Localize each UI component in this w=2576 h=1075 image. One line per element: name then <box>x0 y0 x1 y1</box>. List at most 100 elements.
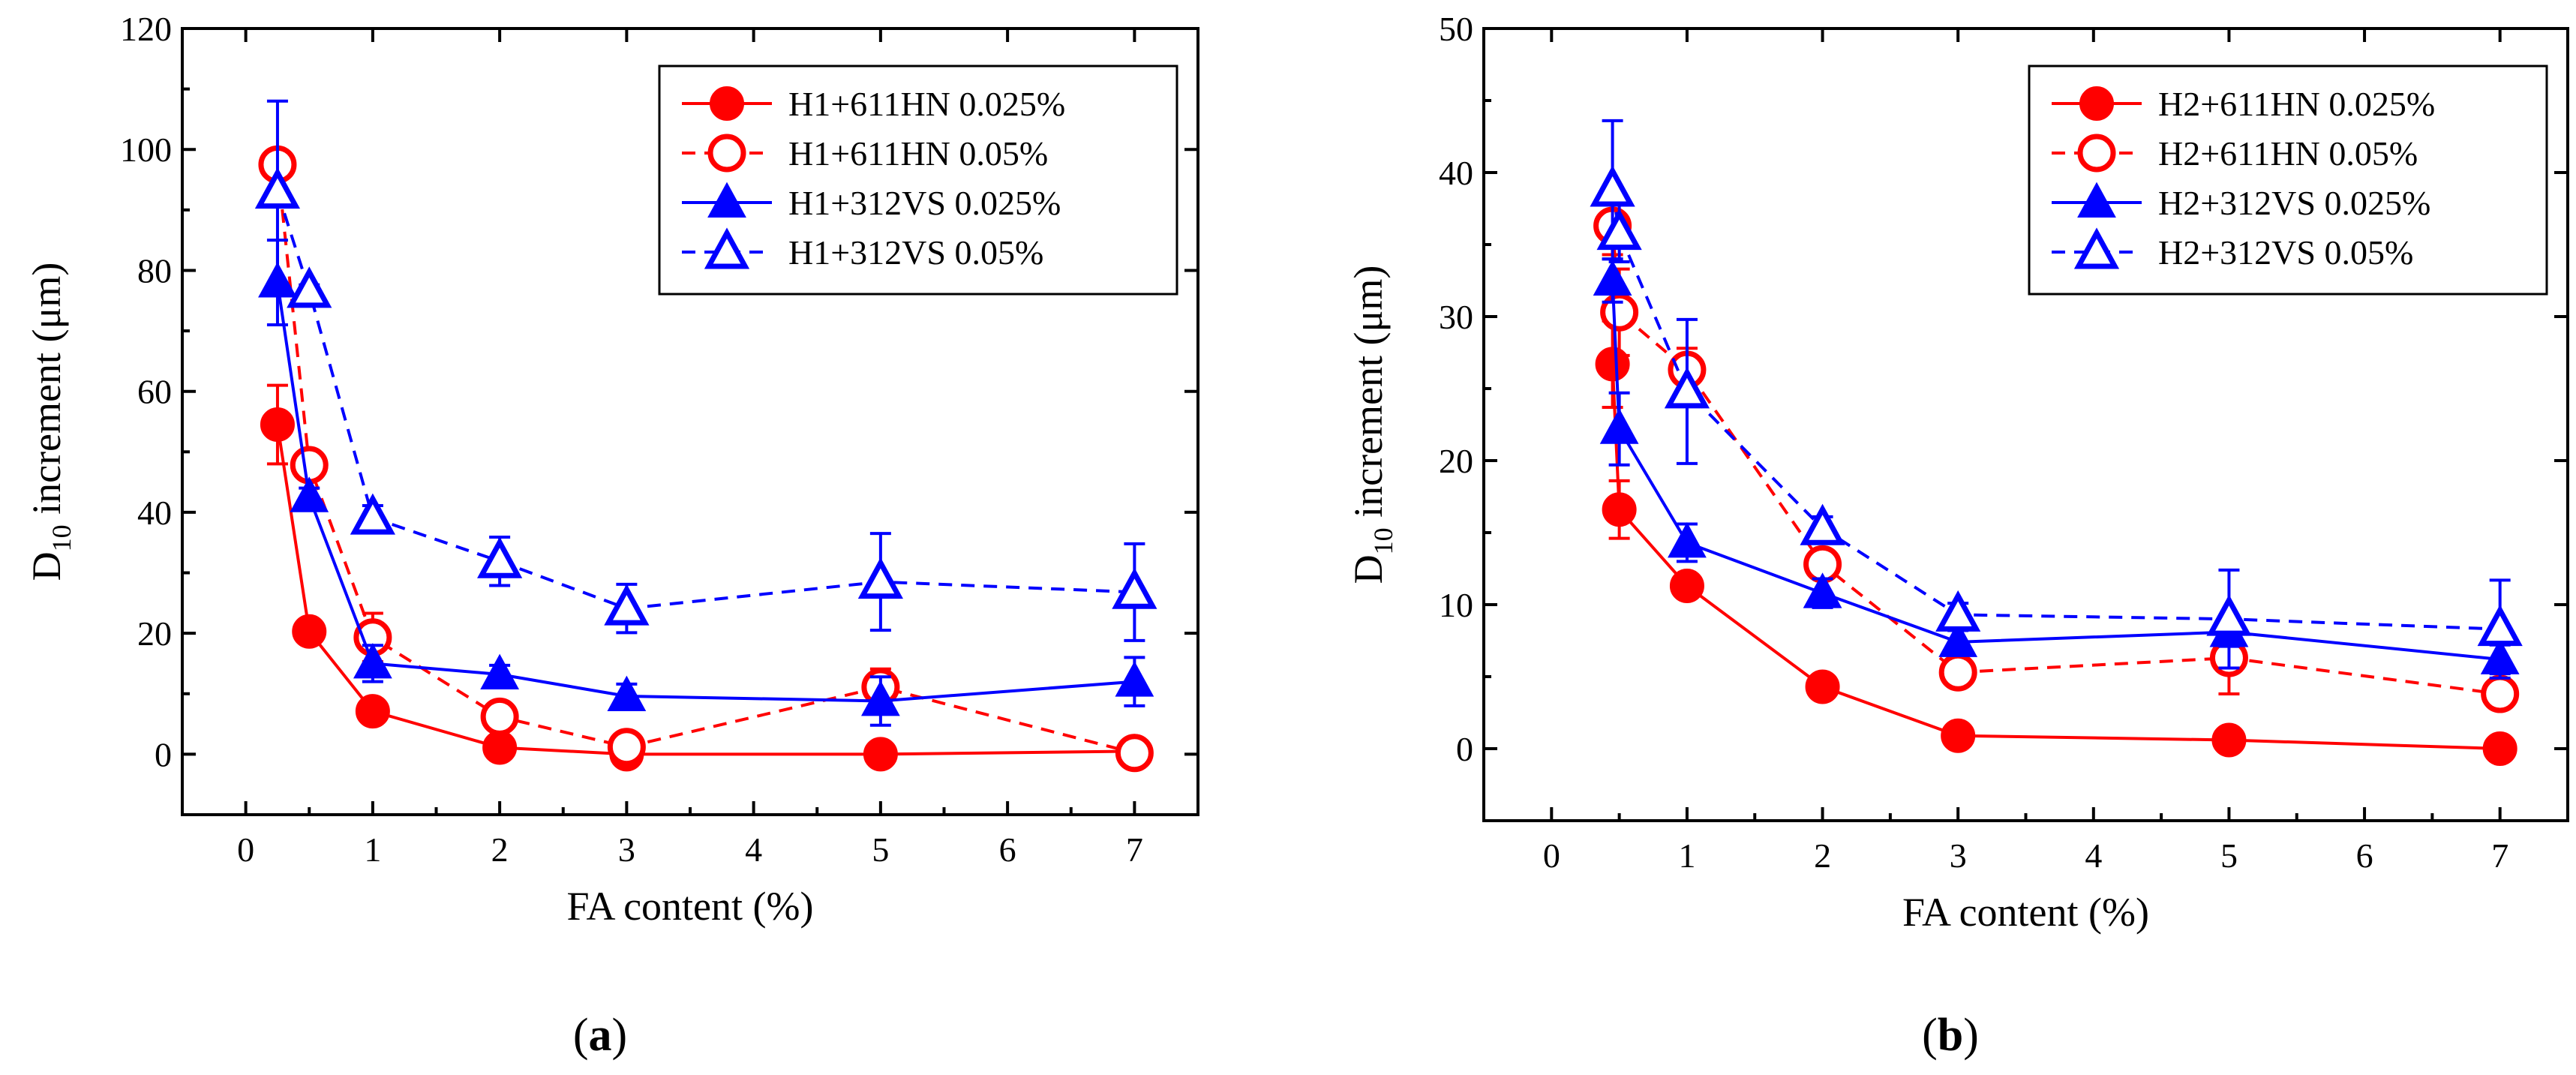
data-point <box>1115 661 1154 697</box>
y-tick-label: 120 <box>120 10 172 48</box>
data-point <box>353 643 392 679</box>
series-line <box>1611 364 2500 750</box>
x-tick-label: 1 <box>364 830 381 869</box>
data-point <box>480 653 520 689</box>
legend-box <box>2028 65 2548 296</box>
legend: H2+611HN 0.025% H2+611HN 0.05% H2+312VS 0.… <box>2028 65 2548 296</box>
data-point <box>287 266 332 308</box>
y-tick-label: 80 <box>137 251 172 290</box>
x-tick-label: 2 <box>491 830 509 869</box>
x-tick-label: 4 <box>2085 836 2102 875</box>
legend-label: H2+611HN 0.05% <box>2158 134 2418 173</box>
y-axis-title: D10 increment (μm) <box>24 263 77 581</box>
data-point <box>863 737 898 772</box>
legend-label: H1+312VS 0.05% <box>788 233 1043 272</box>
data-point <box>2481 674 2520 713</box>
x-tick-label: 0 <box>1543 836 1560 875</box>
data-point <box>1595 347 1630 382</box>
data-point <box>1805 669 1840 704</box>
legend-label: H1+611HN 0.05% <box>788 134 1048 173</box>
x-axis-title: FA content (%) <box>567 884 814 929</box>
data-point <box>290 476 329 512</box>
y-tick-label: 100 <box>120 131 172 169</box>
data-point <box>1112 567 1157 609</box>
data-point <box>1593 260 1632 296</box>
legend-label: H1+611HN 0.025% <box>788 85 1065 123</box>
legend-marker <box>2073 227 2120 269</box>
series-line <box>275 282 1135 703</box>
data-point <box>1596 209 1642 251</box>
chart-panel-b: 0 1 2 3 4 5 6 7 0 10 20 30 40 50 FA content (%) D10 inc… <box>1346 10 2569 1061</box>
data-point <box>1935 590 1981 632</box>
x-tick-label: 1 <box>1678 836 1695 875</box>
legend-marker <box>707 134 746 173</box>
x-tick-label: 4 <box>745 830 762 869</box>
data-point <box>1664 367 1710 409</box>
legend-marker <box>2077 182 2116 218</box>
data-point <box>1590 165 1635 207</box>
data-point <box>477 536 523 578</box>
data-point <box>1941 718 1976 753</box>
x-tick-label: 0 <box>237 830 254 869</box>
data-point <box>260 407 295 443</box>
legend: H1+611HN 0.025% H1+611HN 0.05% H1+312VS 0.… <box>658 65 1178 296</box>
x-tick-label: 6 <box>999 830 1016 869</box>
series-h2-312vs-0-025- <box>1593 257 2520 676</box>
data-point <box>1669 569 1704 604</box>
data-point <box>1600 293 1639 332</box>
data-point <box>1602 492 1637 527</box>
data-point <box>1668 522 1707 558</box>
x-tick-label: 7 <box>1126 830 1143 869</box>
chart-panel-a: 0 1 2 3 4 5 6 7 0 20 40 60 80 100 120 FA content (%) D10… <box>24 10 1199 1061</box>
series-h1-312vs-0-025- <box>258 239 1154 727</box>
data-point <box>857 557 903 599</box>
legend-marker <box>707 182 746 218</box>
data-point <box>254 167 301 209</box>
data-point <box>2477 605 2523 647</box>
data-point <box>482 730 518 765</box>
y-tick-label: 0 <box>155 735 172 773</box>
data-point <box>2482 731 2517 766</box>
y-tick-label: 60 <box>137 373 172 411</box>
data-point <box>292 614 327 649</box>
data-point <box>355 694 390 729</box>
data-point <box>604 584 650 626</box>
x-tick-label: 7 <box>2491 836 2508 875</box>
data-point <box>1599 408 1639 444</box>
panel-label: (b) <box>1922 1010 1979 1061</box>
y-axis-title: D10 increment (μm) <box>1346 266 1398 584</box>
series-h1-312vs-0-05- <box>254 99 1157 642</box>
data-point <box>2211 722 2247 758</box>
x-tick-label: 5 <box>872 830 889 869</box>
series-h1-611hn-0-025- <box>260 383 1152 772</box>
y-tick-label: 40 <box>137 494 172 532</box>
data-point <box>1115 734 1154 773</box>
y-tick-label: 20 <box>137 614 172 653</box>
data-point <box>860 680 900 716</box>
legend-label: H2+312VS 0.025% <box>2158 184 2430 222</box>
data-point <box>480 697 519 736</box>
series-h2-611hn-0-025- <box>1595 319 2517 766</box>
data-point <box>1800 503 1845 545</box>
panel-label: (a) <box>573 1010 627 1061</box>
legend-label: H2+312VS 0.05% <box>2158 233 2413 272</box>
data-point <box>2206 594 2252 636</box>
series-line <box>1611 280 2500 661</box>
x-tick-label: 3 <box>618 830 635 869</box>
legend-marker <box>704 227 750 269</box>
legend-marker <box>2077 134 2116 173</box>
data-point <box>1938 621 1978 657</box>
x-tick-label: 5 <box>2220 836 2238 875</box>
y-tick-label: 40 <box>1439 154 1473 192</box>
legend-marker <box>710 86 744 121</box>
legend-label: H2+611HN 0.025% <box>2158 85 2435 123</box>
data-point <box>350 493 395 535</box>
x-tick-label: 6 <box>2356 836 2373 875</box>
legend-label: H1+312VS 0.025% <box>788 184 1061 222</box>
data-point <box>607 728 646 767</box>
x-tick-label: 3 <box>1950 836 1967 875</box>
data-point <box>607 675 647 711</box>
data-point <box>1938 653 1977 692</box>
y-tick-label: 50 <box>1439 10 1473 48</box>
